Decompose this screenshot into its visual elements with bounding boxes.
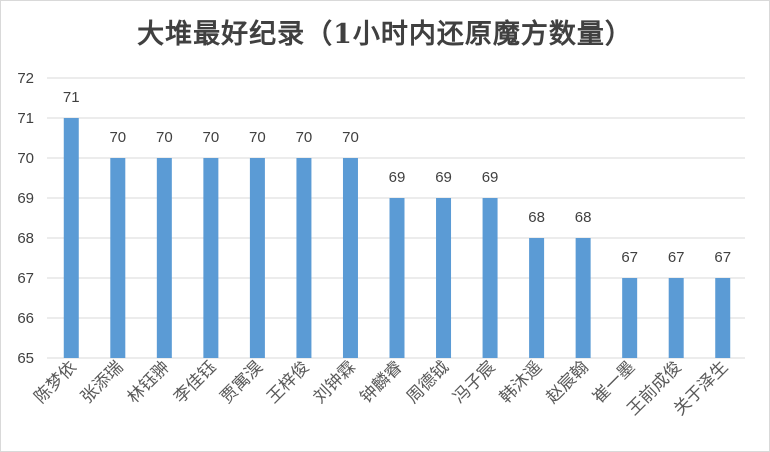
y-tick-label: 66 bbox=[17, 310, 34, 327]
y-tick-label: 67 bbox=[17, 270, 34, 287]
data-label: 70 bbox=[109, 129, 126, 146]
bar bbox=[575, 238, 591, 358]
bar bbox=[482, 198, 498, 358]
x-tick-label: 王梓俊 bbox=[263, 357, 313, 407]
x-tick-label: 张添瑞 bbox=[77, 357, 127, 407]
bar bbox=[668, 278, 684, 358]
bar bbox=[389, 198, 405, 358]
y-tick-label: 68 bbox=[17, 230, 34, 247]
x-tick-label: 韩沐遥 bbox=[496, 357, 546, 407]
bar bbox=[715, 278, 731, 358]
bar bbox=[296, 158, 312, 358]
bar bbox=[622, 278, 638, 358]
x-tick-label: 钟麟睿 bbox=[356, 357, 406, 407]
x-tick-label: 林钰翀 bbox=[124, 357, 174, 407]
data-label: 70 bbox=[203, 129, 220, 146]
data-label: 70 bbox=[249, 129, 266, 146]
bar bbox=[436, 198, 452, 358]
x-tick-label: 李佳钰 bbox=[170, 357, 220, 407]
data-label: 67 bbox=[668, 249, 685, 266]
y-tick-label: 70 bbox=[17, 150, 34, 167]
data-label: 70 bbox=[342, 129, 359, 146]
data-label: 70 bbox=[296, 129, 313, 146]
chart-title: 大堆最好纪录（1小时内还原魔方数量） bbox=[137, 19, 633, 50]
data-label: 68 bbox=[575, 209, 592, 226]
bar bbox=[249, 158, 265, 358]
x-tick-label: 陈梦依 bbox=[31, 357, 81, 407]
y-tick-label: 71 bbox=[17, 110, 34, 127]
bar bbox=[63, 118, 79, 358]
x-tick-label: 贾寓淏 bbox=[217, 357, 267, 407]
data-label: 67 bbox=[714, 249, 731, 266]
y-tick-label: 65 bbox=[17, 350, 34, 367]
data-label: 67 bbox=[621, 249, 638, 266]
bar bbox=[156, 158, 172, 358]
data-label: 71 bbox=[63, 89, 80, 106]
data-label: 70 bbox=[156, 129, 173, 146]
bar bbox=[529, 238, 545, 358]
y-tick-label: 72 bbox=[17, 70, 34, 87]
data-label: 69 bbox=[435, 169, 452, 186]
bar bbox=[203, 158, 219, 358]
x-tick-label: 刘钟霖 bbox=[310, 357, 360, 407]
bar bbox=[110, 158, 126, 358]
x-tick-label: 冯子宸 bbox=[449, 357, 499, 407]
data-label: 69 bbox=[482, 169, 499, 186]
data-label: 69 bbox=[389, 169, 406, 186]
data-label: 68 bbox=[528, 209, 545, 226]
x-tick-label: 周德钺 bbox=[403, 357, 453, 407]
bar bbox=[342, 158, 358, 358]
x-tick-label: 赵宸翰 bbox=[542, 357, 592, 407]
y-tick-label: 69 bbox=[17, 190, 34, 207]
